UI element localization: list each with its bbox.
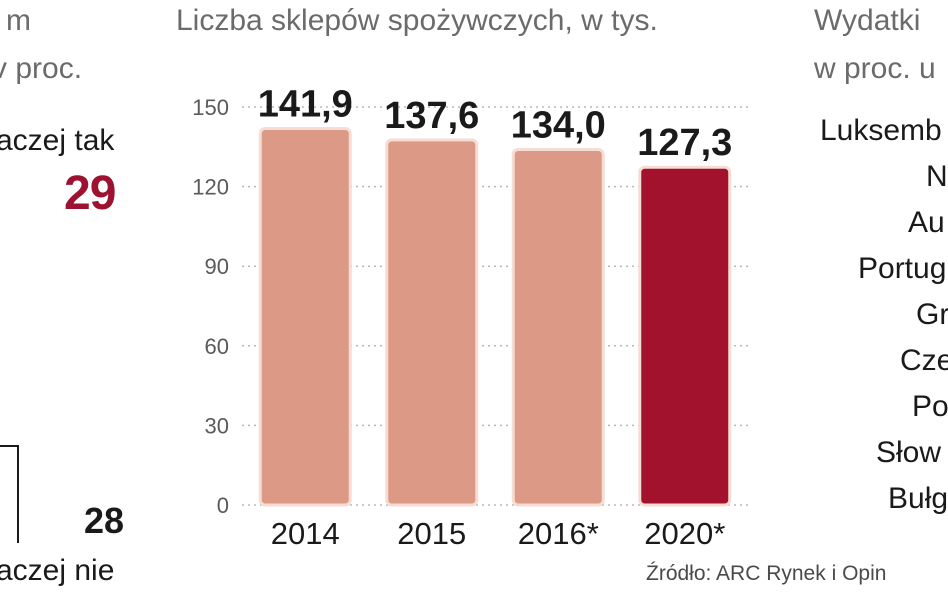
y-axis-ticks: 0 30 60 90 120 150 [192, 95, 229, 518]
left-fragment-m: m [6, 4, 31, 37]
left-value-bottom: 28 [84, 500, 125, 541]
x-category-label: 2014 [271, 516, 340, 551]
country-label: Słow [876, 436, 942, 469]
left-fragment-proc: v proc. [0, 52, 83, 85]
bar-2020 [638, 165, 732, 507]
country-label: Bułg [888, 482, 948, 515]
value-label: 127,3 [637, 122, 732, 164]
left-label-bottom: aczej nie [0, 554, 115, 587]
country-label: Po [912, 390, 948, 423]
value-label: 134,0 [511, 104, 606, 146]
value-labels: 141,9 137,6 134,0 127,3 [258, 83, 733, 164]
country-label: Cze [900, 344, 948, 377]
value-label: 141,9 [258, 83, 353, 125]
y-tick-label: 120 [192, 175, 229, 200]
left-value-top: 29 [64, 167, 116, 220]
x-category-label: 2015 [397, 516, 466, 551]
x-axis-labels: 2014 2015 2016* 2020* [271, 516, 726, 551]
bar-2015 [385, 138, 479, 507]
right-title-line1: Wydatki [814, 4, 921, 37]
source-note: Źródło: ARC Rynek i Opin [646, 562, 887, 585]
y-tick-label: 150 [192, 95, 229, 120]
chart-title: Liczba sklepów spożywczych, w tys. [176, 4, 658, 37]
value-label: 137,6 [384, 95, 479, 137]
y-tick-label: 0 [217, 493, 229, 518]
country-label: Au [908, 206, 945, 239]
country-label: Portug [858, 252, 947, 285]
bar-2016 [511, 147, 605, 507]
bars [258, 126, 732, 507]
x-category-label: 2016* [518, 516, 599, 551]
y-tick-label: 60 [205, 334, 229, 359]
x-category-label: 2020* [644, 516, 725, 551]
country-label: Luksemb [820, 114, 942, 147]
country-label: Nie [926, 160, 948, 193]
country-label: Gr [916, 298, 948, 331]
left-box-fragment [0, 445, 19, 543]
bar-2014 [258, 126, 352, 507]
y-tick-label: 90 [205, 254, 229, 279]
y-tick-label: 30 [205, 413, 229, 438]
right-title-line2: w proc. u [814, 52, 936, 85]
left-label-top: aczej tak [0, 124, 115, 157]
